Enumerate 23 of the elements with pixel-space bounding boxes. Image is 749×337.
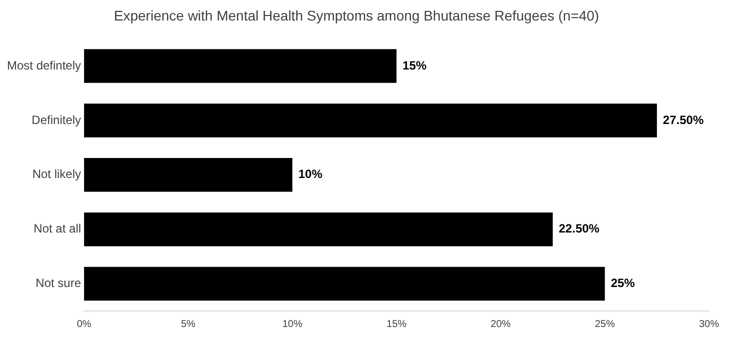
data-label: 10% [298, 167, 323, 182]
y-tick-label: Definitely [32, 112, 82, 127]
data-label: 27.50% [662, 112, 704, 127]
y-tick-label: Most defintely [6, 58, 82, 72]
x-tick-label: 25% [594, 318, 615, 330]
x-tick-label: 15% [386, 318, 407, 330]
x-tick-label: 0% [76, 318, 92, 330]
x-tick-label: 10% [282, 318, 302, 330]
data-label: 22.50% [558, 222, 600, 236]
y-tick-label: Not at all [34, 222, 82, 236]
chart-title: Experience with Mental Health Symptoms among Bhutanese Refugees (n=40) [114, 7, 600, 24]
bar [84, 266, 605, 301]
data-label: 15% [402, 58, 427, 72]
bar [84, 104, 657, 138]
y-tick-label: Not likely [32, 167, 82, 182]
x-tick-label: 30% [698, 318, 720, 330]
y-tick-label: Not sure [36, 276, 82, 290]
bar [84, 212, 553, 246]
bar [84, 49, 397, 83]
x-tick-label: 20% [490, 318, 511, 330]
bar [84, 158, 292, 192]
data-label: 25% [610, 276, 636, 290]
x-tick-label: 5% [180, 318, 196, 330]
